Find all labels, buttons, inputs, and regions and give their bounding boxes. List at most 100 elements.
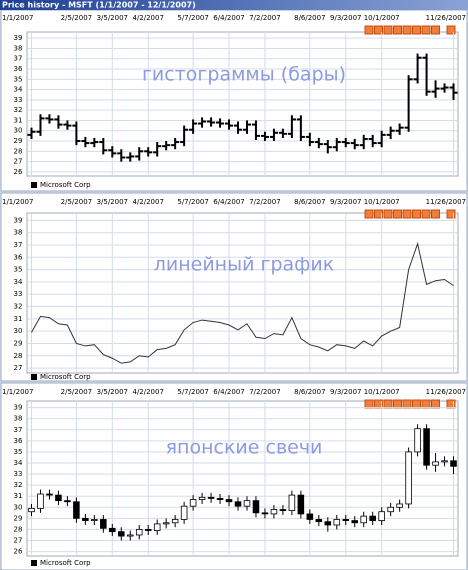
legend-swatch bbox=[31, 374, 37, 380]
plot-area bbox=[26, 212, 459, 374]
x-tick-label: 9/3/2007 bbox=[330, 198, 361, 206]
toolbar-button bbox=[431, 25, 440, 35]
toolbar-button bbox=[446, 25, 456, 35]
toolbar-button bbox=[421, 399, 431, 409]
legend-label: Microsoft Corp bbox=[40, 181, 91, 189]
y-tick-label: 32 bbox=[14, 481, 23, 489]
x-tick-label: 3/5/2007 bbox=[97, 14, 128, 22]
x-tick-label: 2/5/2007 bbox=[61, 14, 92, 22]
candle-body bbox=[351, 520, 359, 524]
legend-swatch bbox=[31, 560, 37, 566]
panel-background bbox=[0, 9, 468, 192]
candle-body bbox=[216, 498, 224, 500]
y-tick-label: 35 bbox=[14, 75, 23, 83]
toolbar-button bbox=[421, 209, 431, 219]
toolbar-button bbox=[393, 399, 402, 409]
y-tick-label: 34 bbox=[14, 459, 23, 467]
candle-body bbox=[423, 428, 430, 466]
candle-body bbox=[153, 523, 161, 531]
x-tick-label: 11/26/2007 bbox=[426, 198, 466, 206]
candle-body bbox=[37, 493, 44, 509]
y-tick-label: 36 bbox=[14, 437, 23, 445]
y-tick-label: 28 bbox=[14, 525, 23, 533]
y-tick-label: 38 bbox=[14, 415, 23, 423]
candle-body bbox=[118, 531, 125, 537]
candle-body bbox=[162, 522, 170, 525]
y-tick-label: 31 bbox=[14, 492, 23, 500]
x-tick-label: 9/3/2007 bbox=[330, 14, 361, 22]
candle-body bbox=[450, 460, 457, 467]
y-tick-label: 31 bbox=[14, 116, 23, 124]
toolbar-button bbox=[364, 25, 374, 35]
candle-body bbox=[333, 519, 341, 526]
toolbar-button bbox=[383, 399, 393, 409]
annotation: линейный график bbox=[154, 254, 335, 276]
toolbar-button bbox=[402, 25, 412, 35]
candle-body bbox=[414, 428, 421, 453]
y-tick-label: 32 bbox=[14, 303, 23, 311]
candle-body bbox=[297, 494, 305, 515]
candle-body bbox=[144, 529, 152, 531]
y-tick-label: 31 bbox=[14, 315, 23, 323]
x-tick-label: 3/5/2007 bbox=[97, 198, 128, 206]
x-tick-label: 8/6/2007 bbox=[294, 14, 325, 22]
y-tick-label: 27 bbox=[14, 537, 23, 545]
candle-body bbox=[243, 500, 251, 507]
y-tick-label: 39 bbox=[14, 404, 23, 412]
legend-label: Microsoft Corp bbox=[40, 373, 91, 381]
annotation: гистограммы (бары) bbox=[142, 64, 346, 86]
y-tick-label: 39 bbox=[14, 34, 23, 42]
candle-body bbox=[55, 494, 62, 502]
x-tick-label: 7/2/2007 bbox=[249, 198, 280, 206]
x-tick-label: 5/7/2007 bbox=[177, 14, 208, 22]
x-tick-label: 6/4/2007 bbox=[213, 198, 244, 206]
candle-body bbox=[171, 519, 179, 524]
x-tick-label: 2/5/2007 bbox=[61, 388, 92, 396]
x-tick-label: 6/4/2007 bbox=[213, 14, 244, 22]
price-line bbox=[31, 241, 454, 364]
candle-body bbox=[189, 499, 197, 507]
panel-background bbox=[0, 192, 468, 382]
legend-label: Microsoft Corp bbox=[40, 559, 91, 567]
y-tick-label: 30 bbox=[14, 127, 23, 135]
title-bar bbox=[0, 0, 468, 10]
toolbar-button bbox=[412, 209, 421, 219]
candle-body bbox=[378, 511, 385, 521]
candle-body bbox=[225, 499, 233, 503]
x-tick-label: 2/5/2007 bbox=[61, 198, 92, 206]
x-tick-label: 3/5/2007 bbox=[97, 388, 128, 396]
annotation: японские свечи bbox=[166, 437, 323, 459]
y-tick-label: 33 bbox=[14, 96, 23, 104]
y-tick-label: 34 bbox=[14, 278, 23, 286]
toolbar-button bbox=[364, 399, 374, 409]
candle-body bbox=[288, 494, 296, 512]
y-tick-label: 38 bbox=[14, 44, 23, 52]
y-tick-label: 30 bbox=[14, 503, 23, 511]
candle-body bbox=[324, 521, 332, 526]
y-tick-label: 36 bbox=[14, 253, 23, 261]
plot-area bbox=[26, 31, 459, 177]
candle-body bbox=[91, 519, 98, 521]
x-tick-label: 4/2/2007 bbox=[132, 388, 163, 396]
y-tick-label: 28 bbox=[14, 147, 23, 155]
x-tick-label: 11/26/2007 bbox=[426, 14, 466, 22]
candle-body bbox=[100, 519, 107, 529]
candle-body bbox=[369, 515, 376, 521]
x-tick-label: 5/7/2007 bbox=[177, 388, 208, 396]
candle-body bbox=[387, 506, 394, 513]
candle-body bbox=[28, 507, 35, 513]
toolbar-button bbox=[412, 399, 421, 409]
candle-body bbox=[207, 496, 215, 499]
candle-body bbox=[315, 519, 323, 523]
y-tick-label: 29 bbox=[14, 339, 23, 347]
x-tick-label: 4/2/2007 bbox=[132, 198, 163, 206]
y-tick-label: 29 bbox=[14, 514, 23, 522]
plot-area bbox=[26, 400, 459, 557]
candle-body bbox=[73, 501, 80, 519]
x-tick-label: 8/6/2007 bbox=[294, 198, 325, 206]
candle-body bbox=[252, 500, 260, 514]
x-tick-label: 1/1/2007 bbox=[2, 198, 33, 206]
toolbar-button bbox=[393, 25, 402, 35]
